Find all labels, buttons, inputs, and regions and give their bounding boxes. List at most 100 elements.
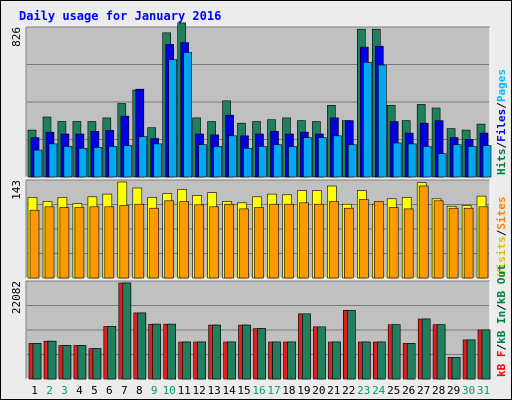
bar-kb-out-day-21	[332, 341, 341, 380]
bar-kb-out-day-24	[376, 341, 386, 380]
bar-kb-out-day-6	[107, 326, 117, 380]
bar-sites-day-25	[388, 207, 399, 279]
bar-kb-out-day-20	[317, 326, 326, 380]
bar-sites-day-1	[29, 209, 40, 279]
bar-kb-out-day-13	[212, 324, 221, 380]
bar-sites-day-19	[299, 202, 309, 279]
bar-kb-out-day-19	[302, 313, 311, 380]
day-label-5: 5	[91, 384, 98, 397]
bar-kb-out-day-11	[182, 341, 191, 380]
bar-sites-day-28	[433, 200, 444, 279]
bar-sites-day-14	[224, 203, 234, 279]
bar-pages-day-6	[108, 146, 118, 178]
day-label-13: 13	[207, 384, 220, 397]
day-label-17: 17	[267, 384, 280, 397]
day-label-18: 18	[282, 384, 295, 397]
legend-kb-f: kB F	[495, 351, 508, 378]
bar-sites-day-13	[209, 206, 219, 279]
day-label-26: 26	[402, 384, 415, 397]
bar-pages-day-29	[452, 144, 462, 178]
bar-sites-day-4	[74, 207, 85, 279]
bar-pages-day-10	[168, 59, 177, 178]
bar-kb-out-day-27	[421, 318, 431, 380]
day-label-27: 27	[417, 384, 430, 397]
day-label-8: 8	[136, 384, 143, 397]
bar-sites-day-23	[358, 199, 369, 279]
day-label-19: 19	[297, 384, 310, 397]
day-label-24: 24	[372, 384, 386, 397]
bar-sites-day-17	[269, 203, 279, 279]
bar-sites-day-2	[44, 206, 55, 279]
bar-pages-day-23	[362, 61, 372, 178]
bar-sites-day-12	[194, 204, 204, 279]
day-label-12: 12	[192, 384, 205, 397]
legend-kb-in: kB In	[495, 311, 508, 344]
bar-kb-out-day-17	[272, 341, 281, 380]
bar-pages-day-24	[377, 64, 387, 178]
bar-sites-day-15	[239, 208, 249, 279]
bar-pages-day-11	[183, 52, 192, 178]
bar-pages-day-8	[138, 136, 148, 178]
bar-pages-day-12	[198, 144, 207, 178]
day-label-30: 30	[462, 384, 475, 397]
bar-pages-day-1	[33, 149, 43, 178]
legend-visits: Visits	[495, 236, 508, 276]
bar-kb-out-day-15	[242, 324, 251, 380]
bar-pages-day-22	[347, 144, 357, 178]
bar-pages-day-18	[288, 146, 297, 178]
bar-kb-out-day-23	[361, 341, 371, 380]
bar-sites-day-22	[343, 207, 354, 279]
bar-pages-day-31	[482, 145, 492, 178]
bar-kb-out-day-28	[436, 324, 446, 380]
legend-separator: /	[495, 229, 508, 236]
legend-separator: /	[495, 102, 508, 109]
bar-sites-day-20	[314, 203, 324, 279]
panel-visits-sites-max-label: 143	[10, 180, 23, 200]
legend-separator: /	[495, 344, 508, 351]
bar-sites-day-18	[284, 203, 294, 279]
panel-hits-files-pages-legend: Hits/Files/Pages	[495, 69, 508, 175]
bar-kb-out-day-4	[77, 345, 87, 380]
bar-pages-day-20	[318, 137, 327, 178]
bar-sites-day-21	[329, 201, 339, 279]
bar-kb-out-day-30	[466, 339, 476, 380]
day-label-1: 1	[31, 384, 38, 397]
day-label-22: 22	[342, 384, 355, 397]
bar-kb-out-day-5	[92, 348, 102, 380]
bar-kb-out-day-25	[391, 324, 401, 380]
bar-pages-day-25	[392, 142, 402, 178]
bar-kb-out-day-10	[167, 323, 176, 380]
bar-sites-day-27	[418, 185, 429, 279]
bar-sites-day-10	[164, 200, 174, 279]
bar-pages-day-15	[243, 148, 252, 178]
day-label-2: 2	[46, 384, 53, 397]
bar-kb-out-day-3	[62, 345, 72, 380]
bar-sites-day-24	[373, 201, 384, 279]
bar-kb-out-day-31	[481, 329, 491, 380]
bar-kb-out-day-16	[257, 328, 266, 380]
legend-sites: Sites	[495, 197, 508, 230]
bar-pages-day-28	[437, 153, 447, 178]
day-label-4: 4	[76, 384, 83, 397]
bar-pages-day-21	[333, 135, 342, 178]
bar-pages-day-26	[407, 143, 417, 178]
day-label-16: 16	[252, 384, 265, 397]
bar-kb-out-day-12	[197, 341, 206, 380]
day-label-7: 7	[121, 384, 128, 397]
day-label-10: 10	[163, 384, 176, 397]
legend-pages: Pages	[495, 69, 508, 102]
bar-pages-day-9	[153, 143, 162, 178]
day-label-15: 15	[237, 384, 250, 397]
bar-pages-day-27	[422, 146, 432, 178]
panel-hits-files-pages-max-label: 826	[10, 27, 23, 47]
legend-files: Files	[495, 109, 508, 142]
bar-pages-day-16	[258, 146, 267, 178]
day-label-29: 29	[447, 384, 460, 397]
bar-sites-day-26	[403, 208, 414, 279]
bar-kb-out-day-29	[451, 356, 461, 380]
bar-kb-out-day-22	[346, 309, 356, 380]
panel-visits-sites-legend: Visits/Sites	[495, 197, 508, 277]
bar-pages-day-4	[78, 148, 88, 178]
